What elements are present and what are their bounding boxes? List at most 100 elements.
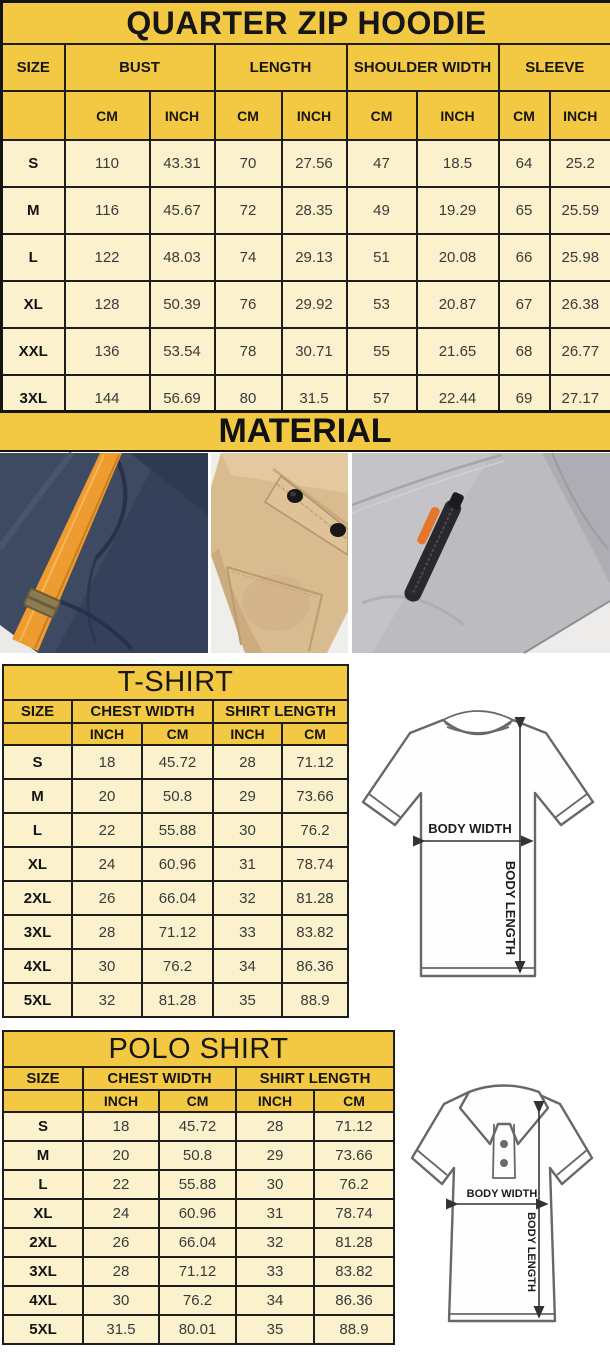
measurement-value: 33 bbox=[213, 915, 282, 949]
measurement-value: 76.2 bbox=[142, 949, 213, 983]
size-label: S bbox=[3, 1112, 83, 1141]
khaki-fabric-image bbox=[211, 452, 348, 654]
unit-header: CM bbox=[282, 723, 348, 745]
measurement-value: 74 bbox=[215, 234, 282, 281]
measurement-value: 76.2 bbox=[282, 813, 348, 847]
measurement-value: 50.8 bbox=[159, 1141, 236, 1170]
measurement-value: 20.08 bbox=[417, 234, 499, 281]
gray-fabric-image bbox=[352, 452, 610, 654]
body-width-label: BODY WIDTH bbox=[467, 1188, 538, 1200]
unit-header: INCH bbox=[236, 1090, 314, 1112]
measurement-value: 76 bbox=[215, 281, 282, 328]
measurement-value: 28 bbox=[213, 745, 282, 779]
navy-fabric-image bbox=[0, 452, 208, 654]
snap-button bbox=[287, 489, 303, 503]
measurement-value: 32 bbox=[236, 1228, 314, 1257]
hoodie-title-row: QUARTER ZIP HOODIE bbox=[2, 2, 610, 45]
size-column-header: SIZE bbox=[3, 1067, 83, 1090]
unit-header: INCH bbox=[213, 723, 282, 745]
measurement-value: 76.2 bbox=[159, 1286, 236, 1315]
measurement-value: 64 bbox=[499, 140, 550, 187]
size-column-header: SIZE bbox=[2, 44, 65, 91]
size-label: M bbox=[2, 187, 65, 234]
measurement-value: 26 bbox=[72, 881, 142, 915]
tshirt-outline bbox=[363, 720, 593, 976]
measurement-value: 18.5 bbox=[417, 140, 499, 187]
unit-header: CM bbox=[159, 1090, 236, 1112]
measurement-value: 45.67 bbox=[150, 187, 215, 234]
measurement-value: 81.28 bbox=[282, 881, 348, 915]
hoodie-title: QUARTER ZIP HOODIE bbox=[2, 2, 610, 45]
measurement-value: 86.36 bbox=[282, 949, 348, 983]
measurement-value: 35 bbox=[213, 983, 282, 1017]
snap-button bbox=[330, 523, 346, 537]
measurement-value: 43.31 bbox=[150, 140, 215, 187]
measurement-value: 29 bbox=[213, 779, 282, 813]
size-label: 4XL bbox=[3, 1286, 83, 1315]
unit-header: CM bbox=[314, 1090, 394, 1112]
measurement-value: 18 bbox=[83, 1112, 159, 1141]
measurement-value: 49 bbox=[347, 187, 417, 234]
measurement-value: 30 bbox=[213, 813, 282, 847]
measurement-value: 122 bbox=[65, 234, 150, 281]
measurement-value: 31 bbox=[213, 847, 282, 881]
tshirt-title: T-SHIRT bbox=[3, 665, 348, 700]
measurement-value: 26.38 bbox=[550, 281, 610, 328]
measurement-value: 66 bbox=[499, 234, 550, 281]
unit-header: CM bbox=[142, 723, 213, 745]
size-label: M bbox=[3, 779, 72, 813]
measurement-value: 31.5 bbox=[83, 1315, 159, 1344]
measurement-value: 30 bbox=[236, 1170, 314, 1199]
measurement-value: 70 bbox=[215, 140, 282, 187]
unit-header: INCH bbox=[150, 91, 215, 140]
measurement-value: 28 bbox=[83, 1257, 159, 1286]
measurement-value: 55 bbox=[347, 328, 417, 375]
polo-unit-header-row: INCH CM INCH CM bbox=[3, 1090, 394, 1112]
measurement-value: 81.28 bbox=[314, 1228, 394, 1257]
bust-column-header: BUST bbox=[65, 44, 215, 91]
size-label: L bbox=[2, 234, 65, 281]
polo-title: POLO SHIRT bbox=[3, 1031, 394, 1067]
measurement-value: 88.9 bbox=[314, 1315, 394, 1344]
shirt-length-column-header: SHIRT LENGTH bbox=[213, 700, 348, 723]
measurement-value: 67 bbox=[499, 281, 550, 328]
measurement-value: 20.87 bbox=[417, 281, 499, 328]
measurement-value: 60.96 bbox=[159, 1199, 236, 1228]
measurement-value: 29 bbox=[236, 1141, 314, 1170]
measurement-value: 81.28 bbox=[142, 983, 213, 1017]
measurement-value: 50.39 bbox=[150, 281, 215, 328]
polo-title-row: POLO SHIRT bbox=[3, 1031, 394, 1067]
measurement-value: 31 bbox=[236, 1199, 314, 1228]
measurement-value: 29.13 bbox=[282, 234, 347, 281]
measurement-value: 20 bbox=[83, 1141, 159, 1170]
measurement-value: 20 bbox=[72, 779, 142, 813]
size-label: 2XL bbox=[3, 1228, 83, 1257]
measurement-value: 35 bbox=[236, 1315, 314, 1344]
measurement-value: 80.01 bbox=[159, 1315, 236, 1344]
measurement-value: 71.12 bbox=[159, 1257, 236, 1286]
material-title: MATERIAL bbox=[218, 412, 391, 451]
measurement-value: 72 bbox=[215, 187, 282, 234]
size-label: L bbox=[3, 1170, 83, 1199]
unit-header: CM bbox=[65, 91, 150, 140]
measurement-value: 25.59 bbox=[550, 187, 610, 234]
chest-width-column-header: CHEST WIDTH bbox=[83, 1067, 236, 1090]
unit-header: INCH bbox=[282, 91, 347, 140]
polo-size-table: POLO SHIRT SIZE CHEST WIDTH SHIRT LENGTH… bbox=[2, 1030, 395, 1345]
measurement-value: 53 bbox=[347, 281, 417, 328]
